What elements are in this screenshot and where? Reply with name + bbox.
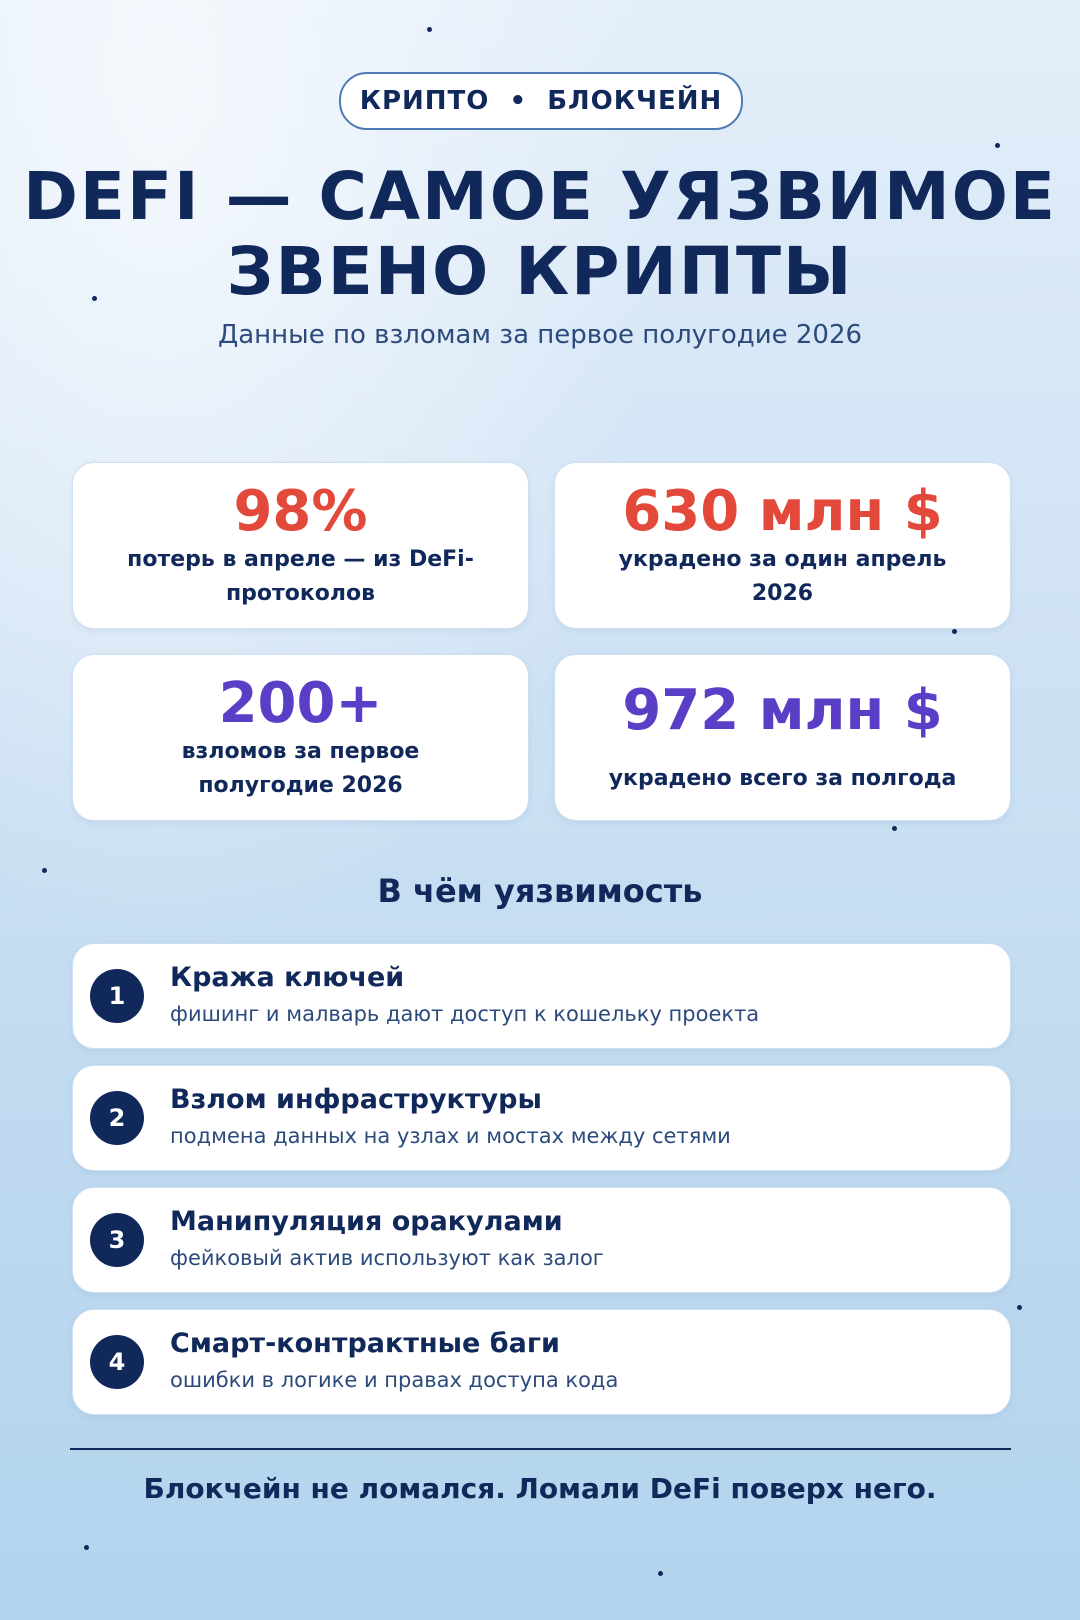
stat-value: 98% bbox=[233, 478, 368, 544]
item-text: подмена данных на узлах и мостах между с… bbox=[170, 1124, 731, 1148]
dot bbox=[952, 629, 957, 634]
dot bbox=[92, 296, 97, 301]
dot bbox=[658, 1571, 663, 1576]
stat-value: 200+ bbox=[218, 670, 383, 736]
item-number: 3 bbox=[90, 1213, 144, 1267]
title: DEFI — САМОЕ УЯЗВИМОЕ bbox=[23, 158, 1057, 235]
dot bbox=[42, 868, 47, 873]
section-title: В чём уязвимость bbox=[377, 872, 703, 910]
list-item: 4 Смарт-контрактные баги ошибки в логике и… bbox=[72, 1309, 1011, 1415]
list-item: 1 Кража ключей фишинг и малварь дают досту… bbox=[72, 943, 1011, 1049]
dot bbox=[995, 143, 1000, 148]
stat-card: 972 млн $ украдено всего за полгода bbox=[554, 654, 1011, 821]
divider bbox=[70, 1448, 1011, 1450]
item-title: Смарт-контрактные баги bbox=[170, 1328, 560, 1359]
item-text: ошибки в логике и правах доступа кода bbox=[170, 1368, 619, 1392]
item-text: фейковый актив используют как залог bbox=[170, 1246, 604, 1270]
subtitle: Данные по взломам за первое полугодие 20… bbox=[217, 320, 863, 350]
dot bbox=[1017, 1305, 1022, 1310]
title: ЗВЕНО КРИПТЫ bbox=[226, 233, 854, 310]
stat-value: 972 млн $ bbox=[622, 677, 943, 743]
stat-label: взломов за первое полугодие 2026 bbox=[181, 738, 420, 798]
stat-value: 630 млн $ bbox=[622, 478, 943, 544]
stat-label: украдено всего за полгода bbox=[608, 765, 957, 791]
stat-label: украдено за один апрель 2026 bbox=[618, 546, 947, 606]
item-number: 4 bbox=[90, 1335, 144, 1389]
badge: КРИПТО • БЛОКЧЕЙН bbox=[339, 72, 743, 130]
stat-card: 98% потерь в апреле — из DeFi-протоколов bbox=[72, 462, 529, 629]
footer: Блокчейн не ломался. Ломали DeFi поверх … bbox=[143, 1472, 937, 1505]
dot bbox=[892, 826, 897, 831]
item-title: Кража ключей bbox=[170, 962, 405, 993]
item-title: Манипуляция оракулами bbox=[170, 1206, 563, 1237]
item-number: 2 bbox=[90, 1091, 144, 1145]
item-text: фишинг и малварь дают доступ к кошельку … bbox=[170, 1002, 760, 1026]
item-number: 1 bbox=[90, 969, 144, 1023]
dot bbox=[427, 27, 432, 32]
list-item: 2 Взлом инфраструктуры подмена данных на у… bbox=[72, 1065, 1011, 1171]
item-title: Взлом инфраструктуры bbox=[170, 1084, 542, 1115]
stat-label: потерь в апреле — из DeFi-протоколов bbox=[127, 546, 474, 606]
list-item: 3 Манипуляция оракулами фейковый актив исп… bbox=[72, 1187, 1011, 1293]
dot bbox=[84, 1545, 89, 1550]
stat-card: 200+ взломов за первое полугодие 2026 bbox=[72, 654, 529, 821]
stat-card: 630 млн $ украдено за один апрель 2026 bbox=[554, 462, 1011, 629]
